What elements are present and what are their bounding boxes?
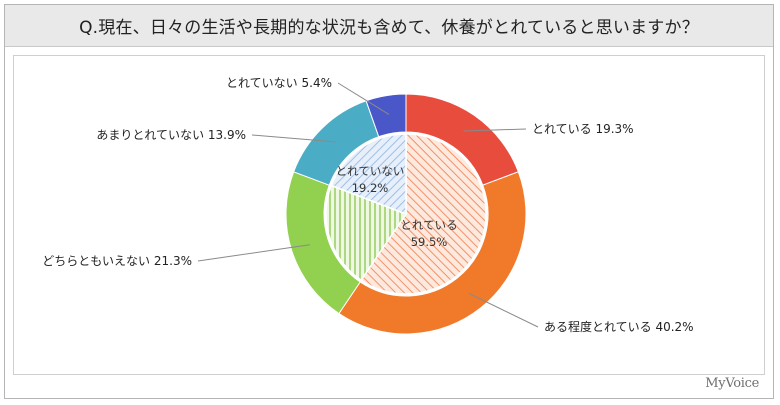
inner-label-1: とれている — [400, 218, 457, 232]
outer-label-5: とれていない 5.4% — [226, 76, 332, 90]
inner-value-3: 19.2% — [352, 181, 389, 195]
donut-chart: とれている 19.3% ある程度とれている 40.2% どちらともいえない 21.3… — [42, 76, 694, 335]
outer-slice-5 — [365, 93, 407, 138]
outer-slice-2 — [338, 171, 527, 335]
plot-area: とれている 19.3% ある程度とれている 40.2% どちらともいえない 21.3… — [13, 55, 765, 375]
outer-label-4: あまりとれていない 13.9% — [96, 128, 246, 142]
inner-label-3: とれていない — [336, 164, 405, 178]
inner-slice-3 — [330, 133, 407, 216]
leader-line-4 — [251, 134, 336, 143]
leader-line-2 — [468, 292, 539, 328]
chart-title: Q.現在、日々の生活や長期的な状況も含めて、休養がとれていると思いますか？ — [79, 18, 699, 38]
inner-value-1: 59.5% — [411, 235, 448, 249]
outer-label-3: どちらともいえない 21.3% — [42, 254, 192, 268]
title-bar: Q.現在、日々の生活や長期的な状況も含めて、休養がとれていると思いますか？ — [5, 5, 773, 47]
leader-lines — [197, 82, 539, 328]
outer-ring — [285, 93, 527, 335]
leader-line-5 — [337, 82, 390, 115]
leader-line-3 — [197, 244, 310, 262]
leader-line-1 — [463, 128, 527, 132]
outer-label-2: ある程度とれている 40.2% — [544, 319, 694, 334]
inner-slice-1 — [359, 133, 487, 295]
outer-label-1: とれている 19.3% — [532, 122, 634, 136]
chart-frame: Q.現在、日々の生活や長期的な状況も含めて、休養がとれていると思いますか？ — [4, 4, 774, 399]
inner-ring — [325, 133, 487, 295]
brand-logo: MyVoice — [705, 376, 759, 391]
data-labels: とれている 19.3% ある程度とれている 40.2% どちらともいえない 21.3… — [42, 76, 693, 334]
inner-slice-2 — [325, 184, 408, 282]
